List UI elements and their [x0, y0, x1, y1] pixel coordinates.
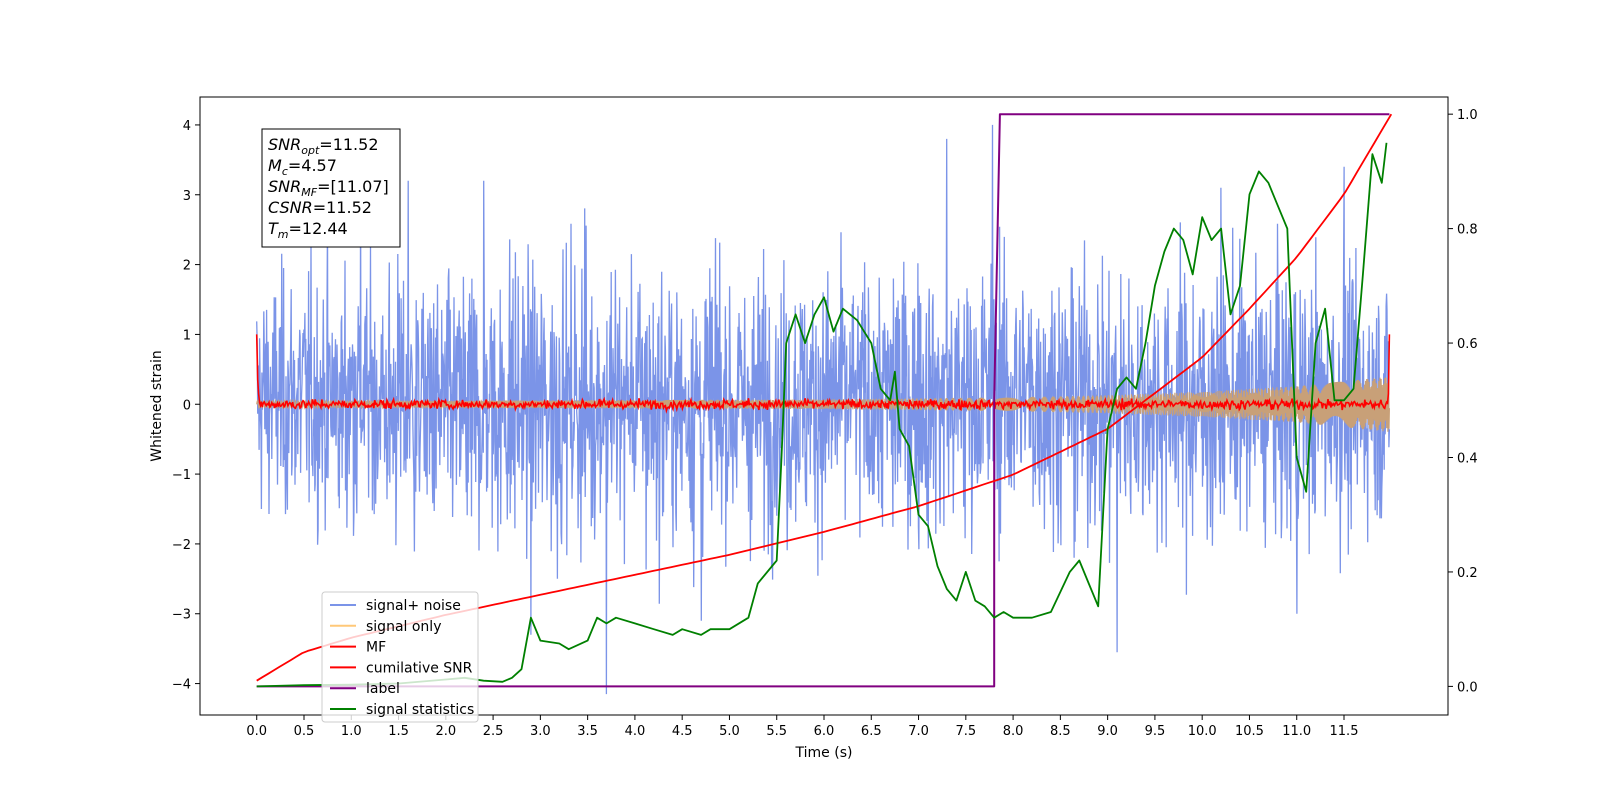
info-box-line: SNRopt=11.52	[268, 135, 379, 157]
y-tick-label: −1	[172, 468, 191, 483]
series-mf	[255, 334, 1391, 414]
x-tick-label: 2.5	[483, 724, 504, 739]
y-tick-label: −3	[172, 608, 191, 623]
x-tick-label: 6.0	[814, 724, 835, 739]
y2-tick-label: 0.0	[1457, 680, 1478, 695]
y2-tick-label: 1.0	[1457, 108, 1478, 123]
x-axis-label: Time (s)	[795, 745, 853, 761]
y-axis-label: Whitened strain	[149, 350, 165, 461]
x-tick-label: 4.0	[625, 724, 646, 739]
legend-label: MF	[366, 640, 386, 656]
y-tick-label: 0	[183, 398, 191, 413]
axes: 0.0 0.5 1.0 1.5 2.0 2.5 3.0 3.5 4.0 4.5 5.0 5.5 6.0 6…	[172, 108, 1478, 739]
y2-tick-label: 0.4	[1457, 452, 1478, 467]
legend-label: signal+ noise	[366, 598, 461, 614]
x-tick-label: 1.5	[388, 724, 409, 739]
x-tick-label: 7.5	[955, 724, 976, 739]
x-tick-label: 1.0	[341, 724, 362, 739]
y2-tick-label: 0.2	[1457, 566, 1478, 581]
series-signal-statistics	[256, 142, 1388, 688]
x-tick-label: 8.0	[1003, 724, 1024, 739]
x-tick-label: 10.0	[1188, 724, 1217, 739]
y2-tick-label: 0.8	[1457, 223, 1478, 238]
y-tick-label: −2	[172, 538, 191, 553]
y-tick-label: 2	[183, 259, 191, 274]
series-label	[256, 113, 1390, 688]
legend-label: label	[366, 681, 400, 697]
x-tick-label: 9.0	[1097, 724, 1118, 739]
info-box-line: SNRMF=[11.07]	[268, 177, 389, 199]
x-tick-label: 4.5	[672, 724, 693, 739]
y-tick-label: −4	[172, 678, 191, 693]
x-tick-label: 9.5	[1145, 724, 1166, 739]
x-tick-label: 3.5	[577, 724, 598, 739]
info-box-line: Tm=12.44	[268, 219, 348, 241]
y-tick-label: 4	[183, 119, 191, 134]
series-signal-plus-noise	[256, 124, 1391, 695]
legend-label: signal only	[366, 619, 441, 635]
x-tick-label: 3.0	[530, 724, 551, 739]
x-tick-label: 5.5	[766, 724, 787, 739]
info-box-frame	[261, 128, 401, 248]
x-tick-label: 6.5	[861, 724, 882, 739]
x-tick-label: 8.5	[1050, 724, 1071, 739]
x-tick-label: 10.5	[1235, 724, 1264, 739]
legend: signal+ noise signal only MF cumilative SNR…	[321, 591, 479, 723]
legend-label: cumilative SNR	[366, 660, 473, 676]
x-tick-label: 2.0	[435, 724, 456, 739]
x-tick-label: 7.0	[908, 724, 929, 739]
y-tick-label: 3	[183, 189, 191, 204]
info-box-line: CSNR=11.52	[268, 198, 372, 217]
y-tick-label: 1	[183, 328, 191, 343]
info-box-line: Mc=4.57	[268, 156, 337, 178]
x-tick-label: 0.5	[294, 724, 315, 739]
y2-tick-label: 0.6	[1457, 337, 1478, 352]
x-tick-label: 11.0	[1282, 724, 1311, 739]
x-tick-label: 5.0	[719, 724, 740, 739]
legend-label: signal statistics	[366, 702, 474, 718]
legend-frame	[321, 591, 479, 723]
info-box: SNRopt=11.52Mc=4.57SNRMF=[11.07]CSNR=11.…	[261, 128, 401, 248]
x-tick-label: 11.5	[1330, 724, 1359, 739]
x-tick-label: 0.0	[246, 724, 267, 739]
